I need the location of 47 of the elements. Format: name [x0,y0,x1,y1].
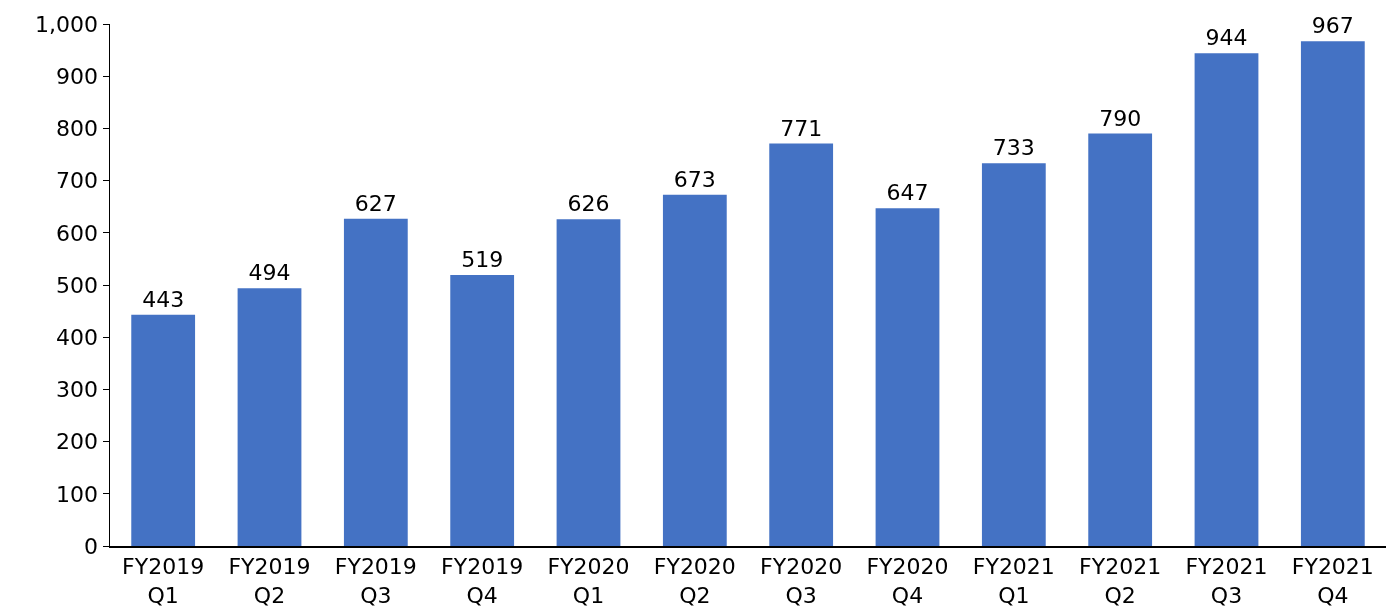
x-tick-label: FY2020 Q4 [866,553,949,608]
data-label: 771 [780,115,823,141]
bar [1300,41,1365,546]
data-label: 673 [673,166,716,192]
x-tick-label: FY2021 Q2 [1079,553,1162,608]
x-tick-label: FY2019 Q3 [334,553,417,608]
data-label: 967 [1311,13,1354,39]
x-tick-label: FY2019 Q2 [228,553,311,608]
data-label: 627 [354,190,397,216]
data-label: 733 [992,135,1035,161]
y-tick-label: 500 [56,272,99,298]
y-tick-label: 900 [56,63,99,89]
x-tick-label: FY2019 Q4 [441,553,524,608]
x-tick-label: FY2020 Q2 [653,553,736,608]
bar [343,218,408,546]
y-tick-label: 400 [56,324,99,350]
data-label: 790 [1099,105,1142,131]
x-tick-label: FY2020 Q3 [760,553,843,608]
bar [662,194,727,546]
y-tick-label: 600 [56,220,99,246]
x-tick-label: FY2019 Q1 [122,553,205,608]
y-tick-label: 200 [56,429,99,455]
y-tick-label: 700 [56,168,99,194]
data-label: 519 [461,247,504,273]
data-label: 647 [886,180,929,206]
data-label: 494 [248,260,291,286]
x-tick-label: FY2020 Q1 [547,553,630,608]
bar [131,314,196,546]
bar [1194,53,1259,546]
x-tick-label: FY2021 Q1 [972,553,1055,608]
y-tick-label: 800 [56,116,99,142]
bar [556,219,621,546]
bar [1088,133,1153,546]
bar [981,163,1046,546]
bar [450,275,515,546]
y-tick-label: 300 [56,377,99,403]
data-label: 626 [567,191,610,217]
x-tick-label: FY2021 Q3 [1185,553,1268,608]
bar [875,208,940,546]
bar [769,143,834,546]
data-label: 944 [1205,25,1248,51]
data-label: 443 [142,286,185,312]
bar [237,288,302,546]
x-tick-label: FY2021 Q4 [1291,553,1374,608]
y-tick-label: 1,000 [35,11,99,37]
y-tick-label: 100 [56,481,99,507]
y-tick-label: 0 [84,533,99,559]
